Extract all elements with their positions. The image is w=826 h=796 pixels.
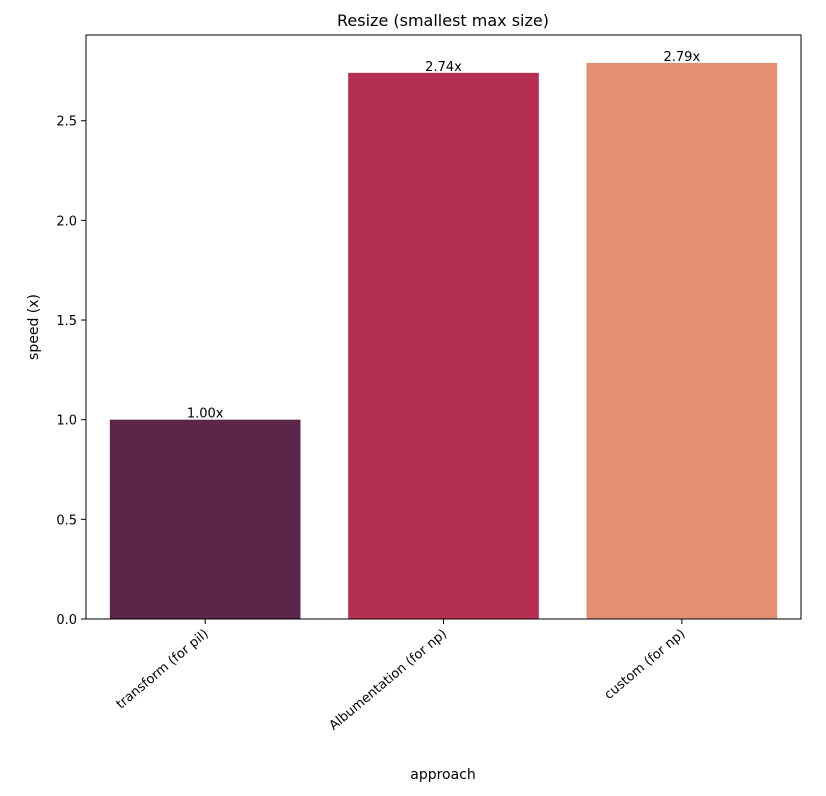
plot-frame	[85, 34, 802, 620]
x-tick-label-3: custom (for np)	[602, 627, 689, 703]
x-tick-label-2: Albumentation (for np)	[327, 627, 451, 734]
y-tick-label-2: 0.5	[56, 513, 77, 528]
bar-3	[586, 62, 778, 620]
y-tick-label-1: 0.0	[56, 613, 77, 628]
y-tick-label-5: 2.0	[56, 214, 77, 229]
data-label-2: 2.74x	[425, 60, 462, 75]
bar-2	[348, 72, 539, 620]
bars-group	[109, 62, 778, 620]
data-label-3: 2.79x	[664, 50, 701, 65]
data-labels-group: 1.00x 2.74x 2.79x	[187, 50, 701, 422]
data-label-1: 1.00x	[187, 407, 224, 422]
chart-title: Resize (smallest max size)	[337, 11, 549, 30]
x-tick-label-1: transform (for pil)	[114, 627, 212, 713]
bar-1	[109, 419, 301, 619]
x-axis-label: approach	[410, 767, 476, 783]
y-axis: 0.0 0.5 1.0 1.5 2.0 2.5	[56, 115, 86, 628]
y-tick-label-4: 1.5	[56, 314, 77, 329]
y-axis-label: speed (x)	[26, 294, 42, 360]
y-tick-label-3: 1.0	[56, 414, 77, 429]
y-tick-label-6: 2.5	[56, 115, 77, 130]
x-axis: transform (for pil) Albumentation (for np…	[114, 619, 689, 734]
